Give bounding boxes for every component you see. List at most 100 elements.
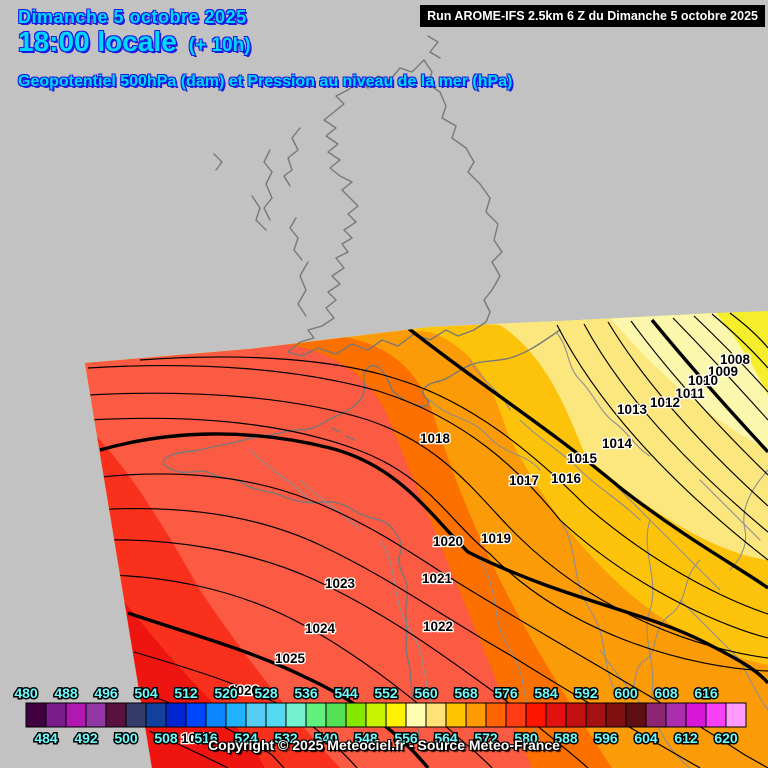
isobar-1025-thick (127, 611, 430, 768)
scale-label-552: 552 (374, 685, 398, 701)
scale-swatch-600 (625, 702, 647, 728)
scale-label-560: 560 (414, 685, 438, 701)
isobar-1015-thick (406, 326, 768, 590)
isobar-label-1026: 1026 (229, 683, 260, 698)
scale-swatch-612 (685, 702, 707, 728)
region-border (555, 331, 651, 457)
scale-label-612: 612 (674, 730, 698, 746)
isobar-1024 (98, 574, 493, 768)
isobar-1020-thick (99, 432, 768, 685)
copyright-text: Copyright © 2025 Meteociel.fr - Source M… (208, 737, 560, 753)
coastline (287, 59, 503, 357)
region-border (379, 539, 441, 721)
scale-swatch-564 (445, 702, 467, 728)
region-border (624, 559, 701, 701)
scale-label-508: 508 (154, 730, 178, 746)
isobar-label-1019: 1019 (481, 531, 511, 546)
isobar-label-1022: 1022 (423, 619, 453, 634)
scale-swatch-568 (465, 702, 487, 728)
time-line: 18:00 locale (+ 10h) (18, 26, 251, 58)
coastline (213, 153, 223, 171)
scale-swatch-548 (365, 702, 387, 728)
scale-label-532: 532 (274, 730, 298, 746)
isobar-label-1010: 1010 (688, 373, 718, 388)
scale-label-564: 564 (434, 730, 458, 746)
scale-label-548: 548 (354, 730, 378, 746)
isobar-label-1016: 1016 (551, 471, 582, 486)
scale-swatch-620 (725, 702, 747, 728)
region-border (559, 519, 621, 701)
scale-label-600: 600 (614, 685, 638, 701)
isobar-label-1018: 1018 (420, 431, 451, 446)
geopotential-scale: 480 484 488 492 496 500 504 508 512 516 520 524 528 5… (13, 684, 747, 748)
scale-label-604: 604 (634, 730, 658, 746)
scale-swatch-572 (485, 702, 507, 728)
isobar-1018 (87, 392, 768, 659)
isobar-1008 (693, 315, 768, 393)
isobar-label-1013: 1013 (617, 402, 648, 417)
region-border (249, 449, 311, 501)
uk-coastlines (213, 35, 503, 357)
isobar-label-1014: 1014 (602, 436, 633, 451)
isobar-label-1024: 1024 (305, 621, 336, 636)
coastline (251, 195, 267, 231)
scale-label-588: 588 (554, 730, 578, 746)
scale-swatch-544 (345, 702, 367, 728)
scale-label-592: 592 (574, 685, 598, 701)
region-border (299, 479, 361, 531)
france-coastline (162, 329, 561, 743)
isobar-1017 (87, 364, 768, 639)
isobar-1010-thick (650, 318, 768, 454)
region-border (429, 399, 541, 471)
scale-swatch-508 (165, 702, 187, 728)
isobar-1009 (672, 317, 768, 421)
scale-swatch-588 (565, 702, 587, 728)
scale-label-492: 492 (74, 730, 98, 746)
isobar-1007 (711, 313, 768, 369)
scale-swatch-540 (325, 702, 347, 728)
scale-label-544: 544 (334, 685, 358, 701)
scale-swatch-592 (585, 702, 607, 728)
scale-label-484: 484 (34, 730, 58, 746)
scale-swatch-500 (125, 702, 147, 728)
scale-label-620: 620 (714, 730, 738, 746)
scale-label-520: 520 (214, 685, 238, 701)
scale-label-504: 504 (134, 685, 158, 701)
coastline (289, 217, 303, 261)
scale-swatch-504 (145, 702, 167, 728)
isobar-label-1020: 1020 (433, 534, 463, 549)
isobar-1011 (630, 320, 768, 476)
map-subtitle: Geopotentiel 500hPa (dam) et Pression au… (18, 73, 513, 90)
scale-swatch-480 (25, 702, 47, 728)
scale-label-500: 500 (114, 730, 138, 746)
scale-label-516: 516 (194, 730, 218, 746)
scale-swatch-604 (645, 702, 667, 728)
scale-swatch-532 (285, 702, 307, 728)
isobar-label-1021: 1021 (422, 571, 453, 586)
scale-swatch-536 (305, 702, 327, 728)
scale-swatch-488 (65, 702, 87, 728)
coastline (297, 261, 309, 317)
scale-label-488: 488 (54, 685, 78, 701)
region-border (729, 469, 768, 571)
isobar-1006 (729, 312, 768, 349)
isobar-1014 (556, 324, 768, 561)
region-border (646, 519, 654, 701)
scale-swatch-580 (525, 702, 547, 728)
band-red (85, 420, 340, 768)
date-line: Dimanche 5 octobre 2025 (18, 7, 247, 27)
isobar-1019 (87, 417, 768, 672)
scale-label-556: 556 (394, 730, 418, 746)
scale-swatch-516 (205, 702, 227, 728)
isobar-label-1015: 1015 (567, 451, 598, 466)
scale-swatch-616 (705, 702, 727, 728)
scale-label-536: 536 (294, 685, 318, 701)
scale-swatch-496 (105, 702, 127, 728)
scale-label-608: 608 (654, 685, 678, 701)
scale-label-580: 580 (514, 730, 538, 746)
scale-label-596: 596 (594, 730, 618, 746)
isobar-label-1009: 1009 (708, 364, 738, 379)
scale-swatch-608 (665, 702, 687, 728)
isobar-label-1011: 1011 (675, 386, 705, 401)
